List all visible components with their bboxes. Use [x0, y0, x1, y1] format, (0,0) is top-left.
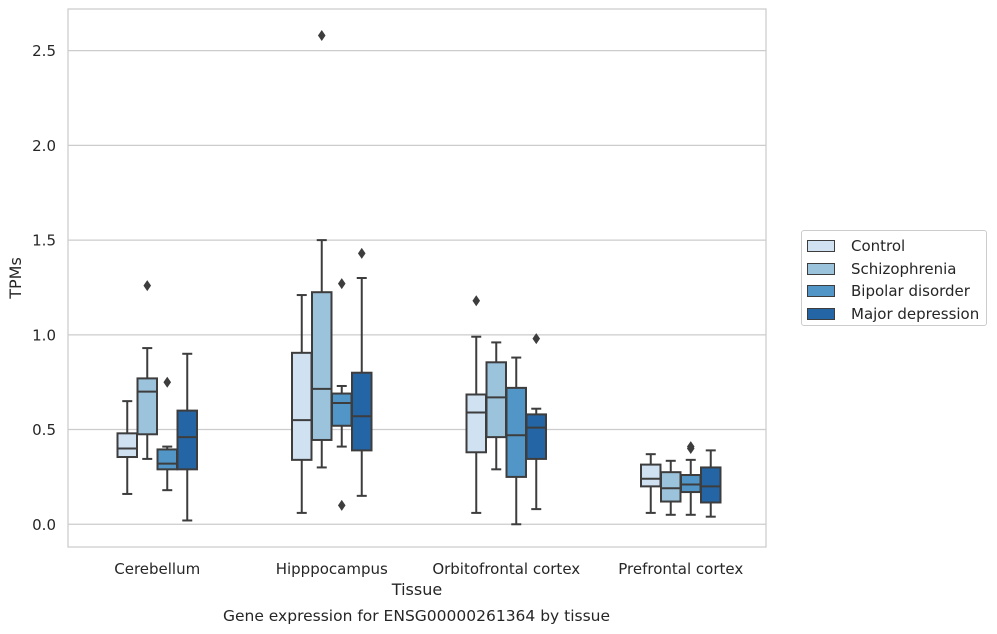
box-bipolar-disorder: [331, 278, 353, 511]
y-tick-label: 2.0: [32, 137, 56, 155]
outlier-point: [143, 280, 152, 292]
y-tick-label: 2.5: [32, 42, 56, 60]
legend: Control Schizophrenia Bipolar disorder Majo…: [801, 230, 987, 326]
box-body: [505, 386, 527, 478]
box-schizophrenia: [311, 30, 333, 469]
legend-item: Control: [807, 235, 986, 258]
box-major-depression: [176, 352, 198, 522]
box-body: [485, 361, 507, 439]
legend-item: Schizophrenia: [807, 258, 986, 281]
legend-label: Schizophrenia: [851, 259, 957, 278]
x-tick-label: Prefrontal cortex: [618, 560, 743, 578]
outlier-point: [163, 376, 172, 388]
outlier-point: [337, 278, 346, 290]
box-major-depression: [700, 449, 722, 518]
x-tick-label: Hipppocampus: [276, 560, 388, 578]
legend-label: Major depression: [851, 304, 980, 323]
legend-swatch: [807, 240, 835, 253]
box-schizophrenia: [485, 341, 507, 471]
box-schizophrenia: [136, 280, 158, 460]
box-major-depression: [525, 333, 547, 511]
legend-item: Bipolar disorder: [807, 280, 986, 303]
legend-swatch: [807, 262, 835, 275]
box-body: [311, 291, 333, 441]
box-body: [331, 392, 353, 427]
y-tick-label: 1.5: [32, 232, 56, 250]
y-axis-label: TPMs: [6, 257, 25, 300]
box-body: [291, 351, 313, 461]
box-bipolar-disorder: [156, 376, 178, 492]
outlier-point: [472, 295, 481, 307]
box-body: [640, 463, 662, 488]
box-body: [525, 413, 547, 460]
y-tick-labels: 0.0 0.5 1.0 1.5 2.0 2.5: [32, 42, 56, 534]
legend-label: Bipolar disorder: [851, 282, 970, 301]
box-control: [465, 295, 487, 514]
box-body: [465, 393, 487, 454]
outlier-point: [686, 441, 695, 453]
box-major-depression: [351, 247, 373, 497]
outlier-point: [532, 333, 541, 345]
chart-caption: Gene expression for ENSG00000261364 by t…: [222, 607, 611, 625]
x-axis-label: Tissue: [391, 580, 442, 599]
box-body: [351, 371, 373, 452]
y-tick-label: 0.0: [32, 516, 56, 534]
box-body: [700, 466, 722, 504]
x-tick-labels: Cerebellum Hipppocampus Orbitofrontal cort…: [114, 560, 743, 578]
box-body: [136, 377, 158, 436]
box-body: [156, 448, 178, 471]
legend-swatch: [807, 307, 835, 320]
legend-label: Control: [851, 237, 906, 256]
outlier-point: [337, 499, 346, 511]
y-tick-label: 0.5: [32, 421, 56, 439]
box-body: [176, 409, 198, 471]
box-body: [660, 471, 682, 503]
box-control: [116, 400, 138, 495]
boxes-layer: [116, 30, 722, 526]
box-bipolar-disorder: [680, 441, 702, 516]
outlier-point: [317, 30, 326, 42]
box-body: [116, 432, 138, 459]
box-control: [640, 453, 662, 514]
legend-swatch: [807, 285, 835, 298]
x-tick-label: Cerebellum: [114, 560, 200, 578]
x-tick-label: Orbitofrontal cortex: [432, 560, 580, 578]
outlier-point: [357, 247, 366, 259]
y-tick-label: 1.0: [32, 326, 56, 344]
legend-item: Major depression: [807, 303, 986, 326]
